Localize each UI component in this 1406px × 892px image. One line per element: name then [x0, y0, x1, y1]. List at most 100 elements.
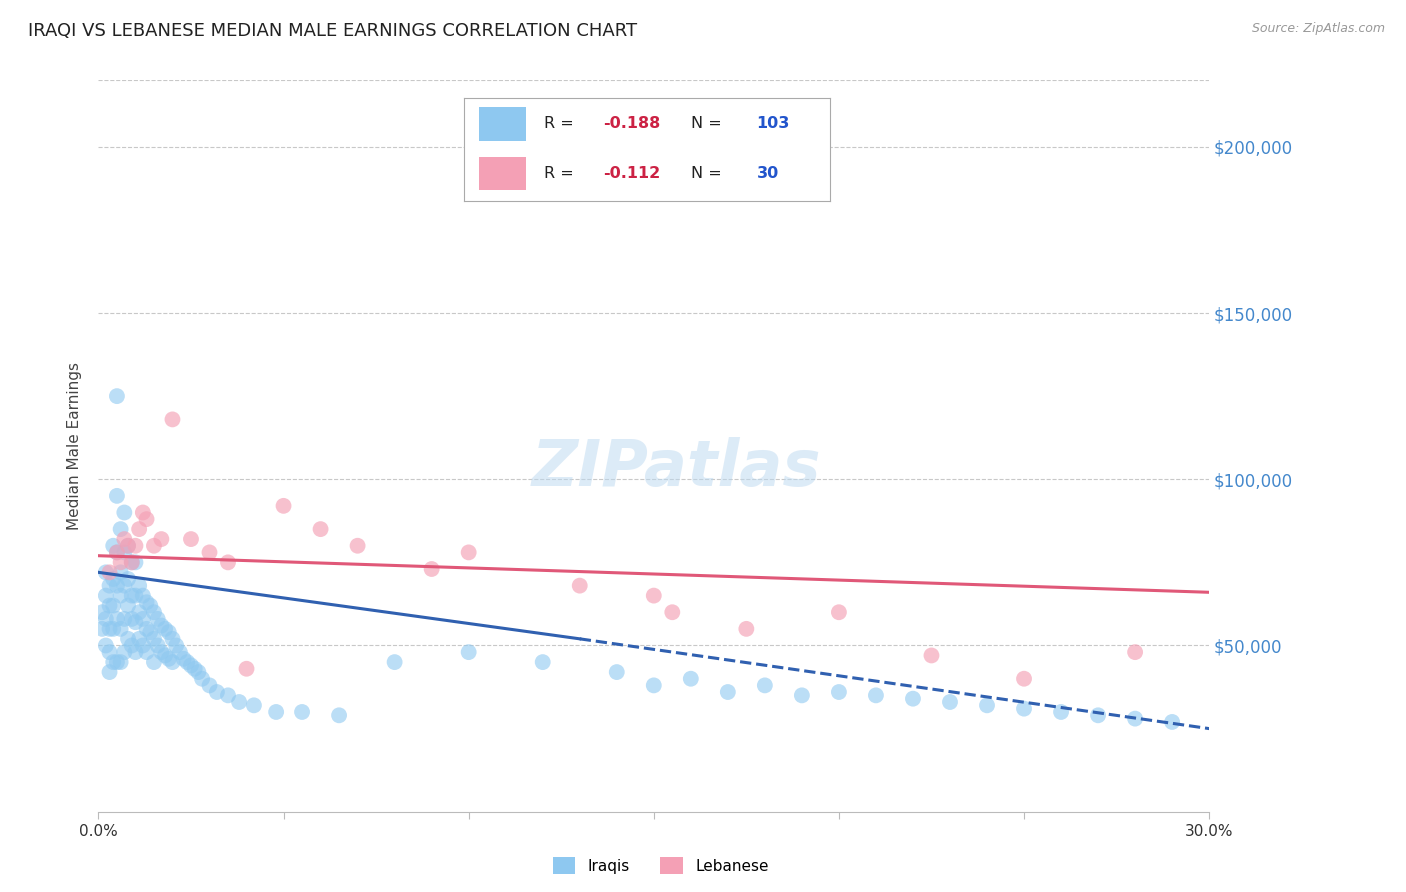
Point — [98, 599, 121, 613]
Point — [457, 645, 479, 659]
Point — [217, 689, 239, 703]
Point — [457, 545, 479, 559]
Point — [132, 612, 155, 626]
Point — [384, 655, 406, 669]
Legend: Iraqis, Lebanese: Iraqis, Lebanese — [547, 851, 775, 880]
Point — [105, 545, 128, 559]
Point — [939, 695, 962, 709]
Point — [117, 572, 139, 586]
Point — [94, 566, 117, 580]
Point — [110, 522, 132, 536]
Bar — [478, 157, 526, 190]
Point — [157, 652, 180, 666]
Point — [139, 625, 162, 640]
Point — [153, 622, 176, 636]
Point — [243, 698, 266, 713]
Point — [1123, 645, 1146, 659]
Text: ZIPatlas: ZIPatlas — [531, 437, 821, 499]
Point — [135, 645, 157, 659]
Point — [112, 506, 135, 520]
Point — [143, 539, 166, 553]
Point — [121, 555, 143, 569]
Text: -0.112: -0.112 — [603, 166, 661, 180]
Point — [162, 412, 184, 426]
Y-axis label: Median Male Earnings: Median Male Earnings — [67, 362, 83, 530]
Point — [1012, 672, 1035, 686]
Point — [169, 645, 191, 659]
Point — [121, 589, 143, 603]
Text: N =: N = — [690, 116, 721, 131]
Point — [679, 672, 702, 686]
Point — [165, 639, 187, 653]
Point — [124, 645, 146, 659]
Point — [132, 639, 155, 653]
Point — [110, 622, 132, 636]
Point — [150, 532, 173, 546]
Text: R =: R = — [544, 166, 574, 180]
Point — [117, 632, 139, 646]
Point — [117, 539, 139, 553]
Point — [187, 665, 209, 679]
Point — [105, 489, 128, 503]
Point — [157, 625, 180, 640]
Point — [235, 662, 257, 676]
Point — [606, 665, 628, 679]
Text: 103: 103 — [756, 116, 790, 131]
Point — [217, 555, 239, 569]
Point — [135, 622, 157, 636]
Point — [124, 615, 146, 630]
Point — [1123, 712, 1146, 726]
Point — [112, 579, 135, 593]
Point — [180, 532, 202, 546]
Point — [94, 612, 117, 626]
Point — [228, 695, 250, 709]
Point — [143, 632, 166, 646]
Point — [94, 639, 117, 653]
Point — [110, 655, 132, 669]
Point — [105, 545, 128, 559]
Point — [865, 689, 887, 703]
Bar — [478, 107, 526, 141]
Point — [98, 665, 121, 679]
Text: -0.188: -0.188 — [603, 116, 661, 131]
Point — [328, 708, 350, 723]
Point — [173, 652, 195, 666]
Point — [162, 632, 184, 646]
Text: 30: 30 — [756, 166, 779, 180]
Text: R =: R = — [544, 116, 574, 131]
Point — [643, 678, 665, 692]
Point — [117, 539, 139, 553]
Point — [117, 599, 139, 613]
Point — [110, 555, 132, 569]
Point — [143, 655, 166, 669]
Point — [132, 589, 155, 603]
Text: Source: ZipAtlas.com: Source: ZipAtlas.com — [1251, 22, 1385, 36]
Point — [828, 605, 851, 619]
Point — [135, 595, 157, 609]
Point — [291, 705, 314, 719]
Point — [103, 599, 125, 613]
Point — [132, 506, 155, 520]
Point — [1012, 701, 1035, 715]
Point — [1050, 705, 1073, 719]
Text: N =: N = — [690, 166, 721, 180]
Point — [143, 605, 166, 619]
Point — [98, 645, 121, 659]
Point — [198, 678, 221, 692]
Text: IRAQI VS LEBANESE MEDIAN MALE EARNINGS CORRELATION CHART: IRAQI VS LEBANESE MEDIAN MALE EARNINGS C… — [28, 22, 637, 40]
Point — [112, 612, 135, 626]
Point — [98, 566, 121, 580]
Point — [643, 589, 665, 603]
Point — [91, 622, 114, 636]
Point — [91, 605, 114, 619]
Point — [105, 655, 128, 669]
Point — [717, 685, 740, 699]
Point — [901, 691, 924, 706]
Point — [103, 572, 125, 586]
Point — [94, 589, 117, 603]
Point — [128, 605, 150, 619]
Point — [124, 555, 146, 569]
Point — [124, 539, 146, 553]
Point — [309, 522, 332, 536]
Point — [146, 639, 169, 653]
